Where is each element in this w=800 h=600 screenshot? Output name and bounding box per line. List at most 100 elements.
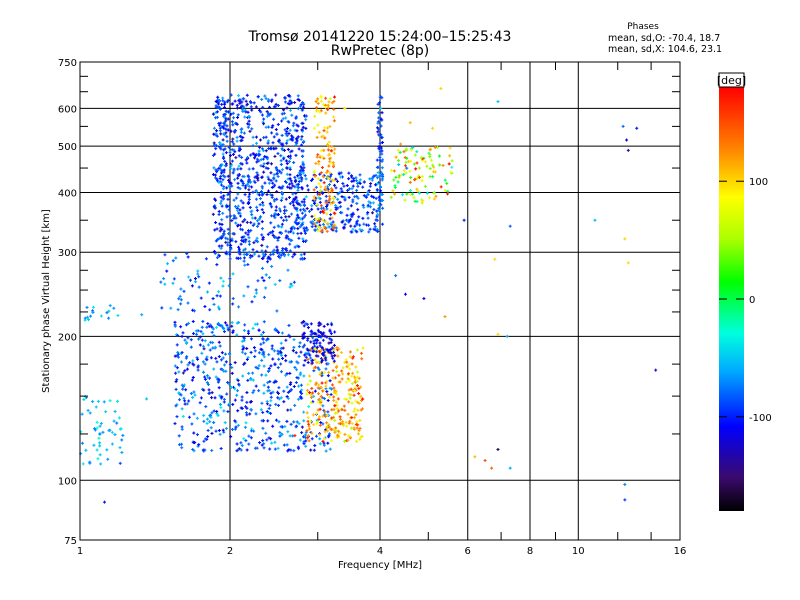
data-point [392, 178, 396, 182]
data-point [288, 249, 292, 253]
data-point [232, 116, 236, 120]
data-point [276, 104, 280, 108]
data-point [336, 192, 340, 196]
data-point [219, 171, 223, 175]
data-point [302, 419, 306, 423]
data-point [326, 169, 330, 173]
data-point [301, 121, 305, 125]
data-point [88, 411, 92, 415]
data-point [246, 125, 250, 129]
data-point [360, 407, 364, 411]
data-point [288, 177, 292, 181]
data-point [196, 444, 200, 448]
data-point [196, 357, 200, 361]
data-point [94, 405, 98, 409]
data-point [248, 242, 252, 246]
data-point [203, 437, 207, 441]
data-point [337, 347, 341, 351]
data-point [288, 108, 292, 112]
data-point [224, 109, 228, 113]
data-point [403, 156, 407, 160]
data-point [403, 198, 407, 202]
data-point [362, 222, 366, 226]
data-point [217, 166, 221, 170]
data-point [205, 374, 209, 378]
data-point [397, 174, 401, 178]
data-point [174, 371, 178, 375]
data-point [260, 419, 264, 423]
data-point [252, 156, 256, 160]
data-point [334, 392, 338, 396]
data-point [329, 347, 333, 351]
data-point [222, 194, 226, 198]
data-point [319, 386, 323, 390]
data-point [236, 113, 240, 117]
data-point [231, 232, 235, 236]
data-point [231, 111, 235, 115]
data-point [271, 252, 275, 256]
data-point [312, 214, 316, 218]
data-point [336, 197, 340, 201]
data-point [355, 426, 359, 430]
data-point [324, 96, 328, 100]
data-point [301, 101, 305, 105]
data-point [183, 369, 187, 373]
data-point [279, 162, 283, 166]
data-point [220, 325, 224, 329]
data-point [210, 330, 214, 334]
data-point [193, 277, 197, 281]
data-point [249, 221, 253, 225]
data-point [443, 315, 447, 319]
data-point [301, 149, 305, 153]
data-point [279, 159, 283, 163]
data-point [338, 380, 342, 384]
data-point [357, 392, 361, 396]
data-point [260, 186, 264, 190]
data-point [255, 141, 259, 145]
data-point [284, 247, 288, 251]
data-point [368, 227, 372, 231]
data-point [278, 141, 282, 145]
x-tick-label: 6 [465, 546, 471, 557]
data-point [345, 397, 349, 401]
data-point [287, 93, 291, 97]
data-point [221, 428, 225, 432]
data-point [228, 352, 232, 356]
data-point [273, 327, 277, 331]
data-point [320, 155, 324, 159]
data-point [310, 361, 314, 365]
data-point [193, 309, 197, 313]
data-point [195, 356, 199, 360]
data-point [196, 269, 200, 273]
data-point [360, 351, 364, 355]
data-point [282, 443, 286, 447]
data-point [431, 175, 435, 179]
data-point [225, 100, 229, 104]
data-point [286, 396, 290, 400]
data-point [238, 223, 242, 227]
data-point [432, 191, 436, 195]
data-point [222, 187, 226, 191]
data-point [317, 415, 321, 419]
data-point [302, 343, 306, 347]
data-point [226, 237, 230, 241]
data-point [333, 390, 337, 394]
data-point [376, 229, 380, 233]
data-point [308, 379, 312, 383]
data-point [242, 362, 246, 366]
data-point [295, 360, 299, 364]
data-point [356, 196, 360, 200]
data-point [173, 324, 177, 328]
data-point [274, 128, 278, 132]
data-point [179, 302, 183, 306]
data-point [378, 101, 382, 105]
data-point [226, 328, 230, 332]
data-point [262, 355, 266, 359]
data-point [297, 384, 301, 388]
data-point [311, 336, 315, 340]
data-point [246, 233, 250, 237]
data-point [268, 105, 272, 109]
data-point [349, 204, 353, 208]
data-point [258, 217, 262, 221]
data-point [277, 420, 281, 424]
